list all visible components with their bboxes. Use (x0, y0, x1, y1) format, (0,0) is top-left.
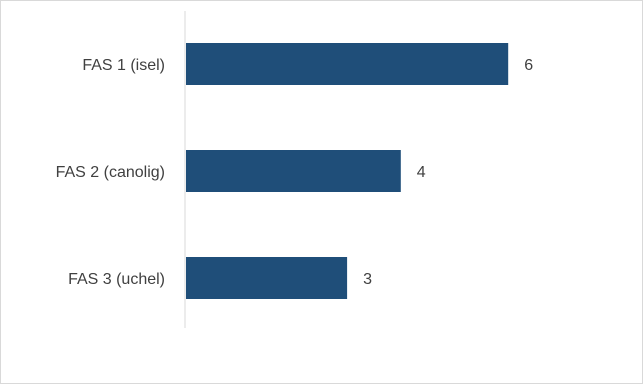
data-label-3: 3 (363, 271, 372, 288)
category-labels: FAS 1 (isel) FAS 2 (canolig) FAS 3 (uchel) (56, 57, 165, 288)
category-label-2: FAS 2 (canolig) (56, 164, 165, 181)
bar-1 (186, 43, 509, 85)
bar-2 (186, 150, 401, 192)
bar-3 (186, 257, 348, 299)
category-label-1: FAS 1 (isel) (82, 57, 165, 74)
bars (186, 43, 509, 299)
data-label-2: 4 (417, 164, 426, 181)
category-label-3: FAS 3 (uchel) (68, 271, 165, 288)
data-label-1: 6 (524, 57, 533, 74)
value-labels: 6 4 3 (363, 57, 533, 288)
